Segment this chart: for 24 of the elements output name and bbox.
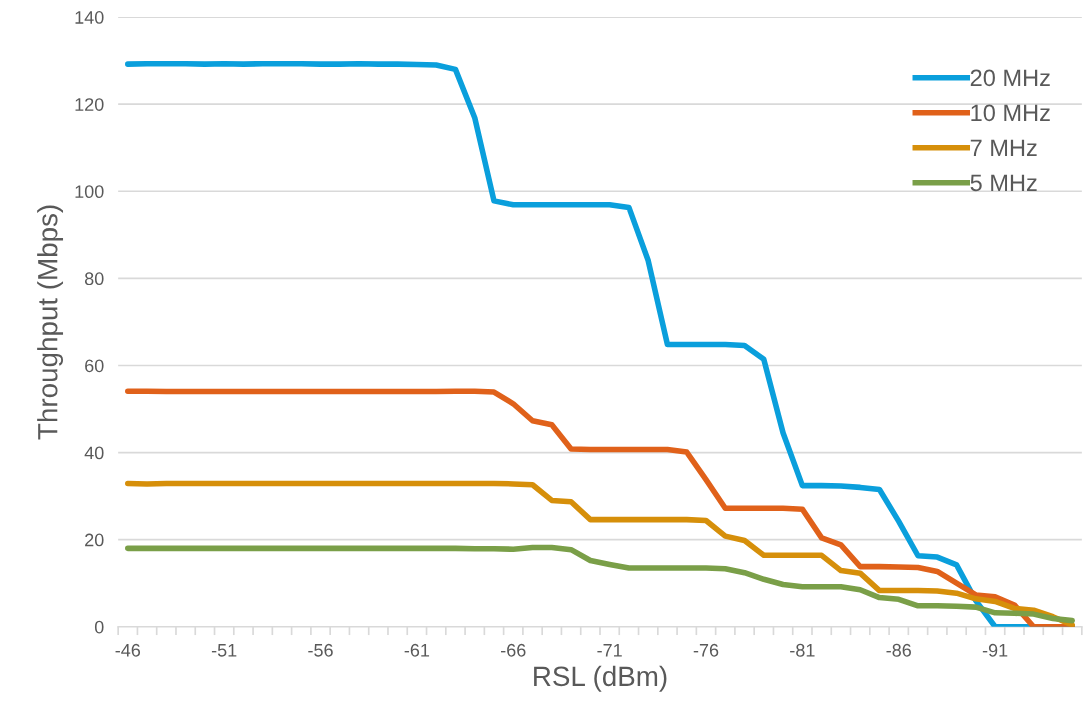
- x-tick-label: -66: [501, 643, 526, 657]
- x-axis-title: RSL (dBm): [534, 665, 667, 692]
- legend-label: 7 MHz: [970, 139, 1037, 156]
- y-tick-label: 60: [85, 359, 104, 373]
- y-tick-label: 120: [75, 98, 104, 111]
- x-tick-label: -46: [115, 643, 141, 657]
- x-tick-label: -86: [886, 643, 911, 657]
- y-tick-label: 40: [84, 446, 104, 460]
- x-tick-label: -91: [982, 643, 1008, 657]
- x-tick-label: -51: [211, 644, 237, 657]
- x-tick-label: -76: [693, 643, 719, 657]
- y-axis-title: Throughput (Mbps): [37, 205, 64, 440]
- y-tick-label: 0: [94, 620, 104, 634]
- x-tick-label: -61: [404, 643, 430, 657]
- x-tick-label: -71: [597, 644, 622, 657]
- y-tick-label: 80: [84, 272, 104, 286]
- y-tick-label: 140: [75, 11, 104, 24]
- legend-label: 20 MHz: [970, 69, 1050, 87]
- legend-label: 5 MHz: [970, 174, 1037, 192]
- x-tick-label: -56: [308, 643, 333, 657]
- y-tick-label: 20: [85, 533, 104, 547]
- x-tick-label: -81: [790, 643, 815, 657]
- legend-label: 10 MHz: [971, 104, 1050, 122]
- y-tick-label: 100: [75, 185, 104, 199]
